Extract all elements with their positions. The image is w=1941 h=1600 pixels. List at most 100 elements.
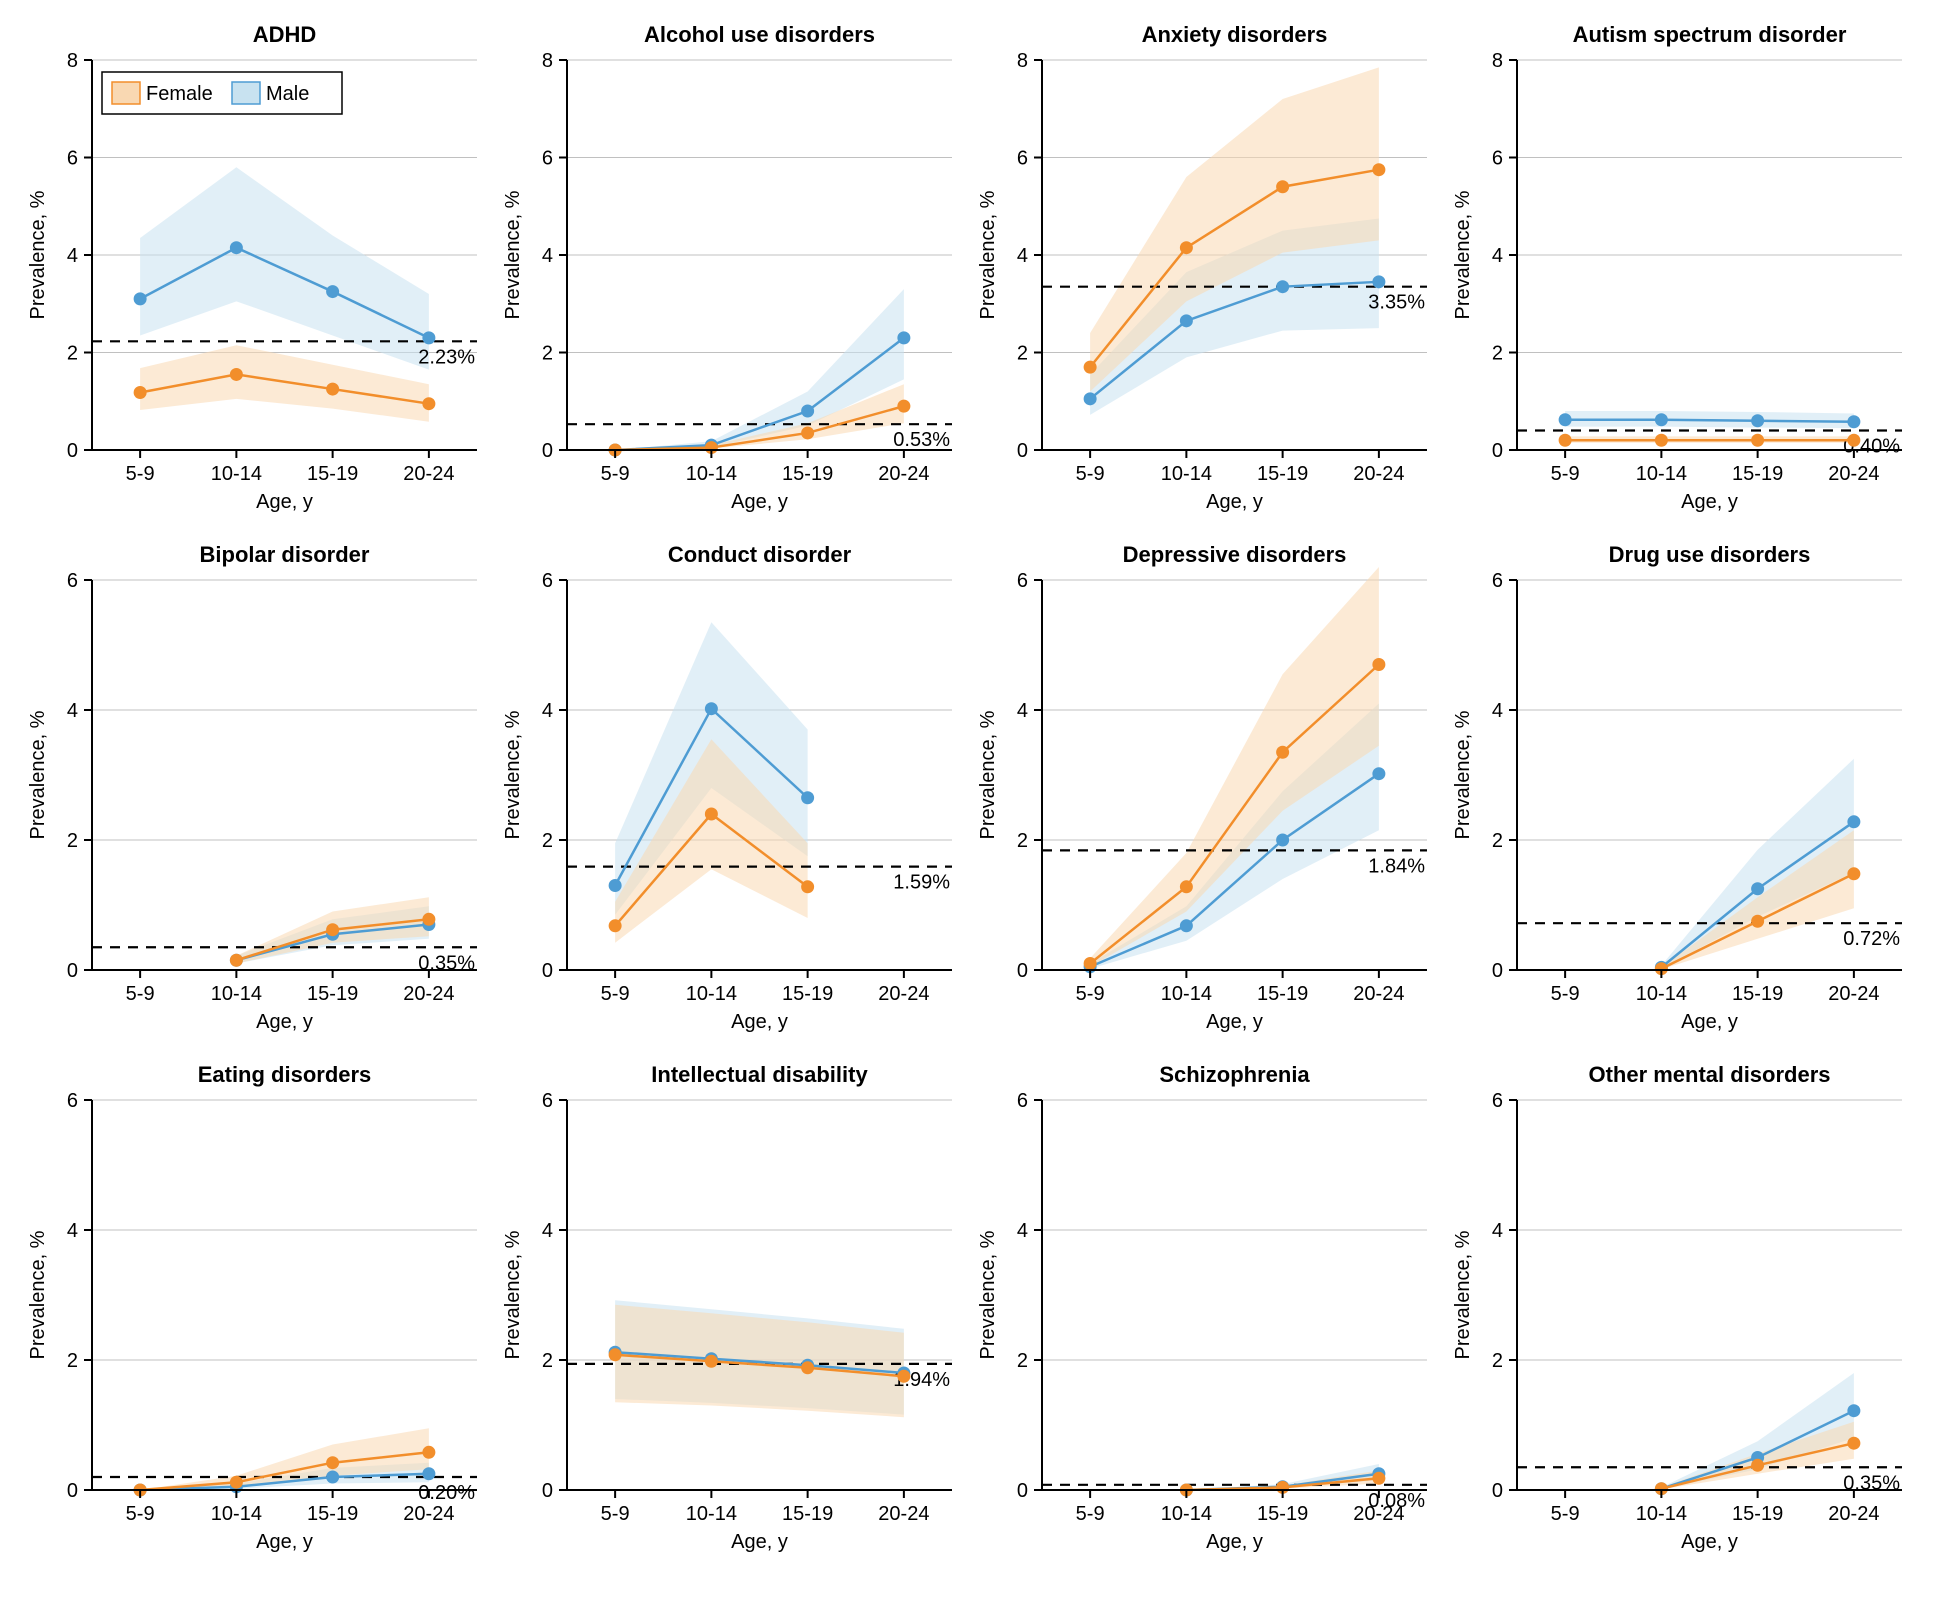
male-marker: [705, 702, 718, 715]
male-marker: [1751, 414, 1764, 427]
x-tick-label: 20-24: [1353, 463, 1404, 485]
y-tick-label: 4: [1492, 1220, 1503, 1242]
x-tick-label: 20-24: [1828, 1503, 1879, 1525]
x-tick-label: 10-14: [1161, 463, 1212, 485]
x-tick-label: 10-14: [1636, 1503, 1687, 1525]
x-axis-label: Age, y: [731, 1011, 788, 1033]
x-axis-label: Age, y: [256, 491, 313, 513]
male-marker: [897, 331, 910, 344]
panel-title: Depressive disorders: [1123, 542, 1347, 567]
x-tick-label: 5-9: [1076, 983, 1105, 1005]
panel-svg: Eating disorders02460.20%5-910-1415-1920…: [20, 1060, 495, 1580]
female-marker: [326, 383, 339, 396]
male-marker: [609, 879, 622, 892]
y-tick-label: 2: [67, 1350, 78, 1372]
panel-svg: Alcohol use disorders024680.53%5-910-141…: [495, 20, 970, 540]
female-marker: [1180, 880, 1193, 893]
y-axis-label: Prevalence, %: [977, 710, 999, 839]
x-tick-label: 15-19: [307, 463, 358, 485]
reference-label: 3.35%: [1368, 292, 1425, 314]
y-tick-label: 6: [67, 570, 78, 592]
panel-svg: Drug use disorders02460.72%5-910-1415-19…: [1445, 540, 1920, 1060]
panel-title: Eating disorders: [198, 1062, 372, 1087]
female-marker: [326, 923, 339, 936]
y-tick-label: 6: [1017, 148, 1028, 170]
panel-title: Other mental disorders: [1588, 1062, 1830, 1087]
x-tick-label: 15-19: [782, 463, 833, 485]
male-marker: [1847, 415, 1860, 428]
female-marker: [1751, 434, 1764, 447]
male-marker: [1276, 280, 1289, 293]
female-marker: [230, 954, 243, 967]
female-marker: [897, 1370, 910, 1383]
reference-label: 0.20%: [418, 1482, 475, 1504]
female-marker: [1372, 658, 1385, 671]
panel-title: Intellectual disability: [651, 1062, 868, 1087]
chart-panel: Alcohol use disorders024680.53%5-910-141…: [495, 20, 970, 540]
y-tick-label: 2: [1017, 830, 1028, 852]
female-marker: [897, 400, 910, 413]
x-tick-label: 15-19: [1732, 983, 1783, 1005]
x-axis-label: Age, y: [1681, 491, 1738, 513]
y-tick-label: 6: [542, 148, 553, 170]
x-tick-label: 15-19: [782, 1503, 833, 1525]
y-tick-label: 6: [1492, 148, 1503, 170]
female-marker: [1751, 1459, 1764, 1472]
legend-swatch-male: [232, 82, 260, 104]
panel-svg: Conduct disorder02461.59%5-910-1415-1920…: [495, 540, 970, 1060]
female-marker: [1847, 434, 1860, 447]
chart-panel: Intellectual disability02461.94%5-910-14…: [495, 1060, 970, 1580]
chart-panel: Bipolar disorder02460.35%5-910-1415-1920…: [20, 540, 495, 1060]
x-tick-label: 10-14: [1161, 983, 1212, 1005]
panel-svg: Anxiety disorders024683.35%5-910-1415-19…: [970, 20, 1445, 540]
female-marker: [230, 368, 243, 381]
x-tick-label: 5-9: [126, 1503, 155, 1525]
x-tick-label: 15-19: [782, 983, 833, 1005]
female-marker: [134, 386, 147, 399]
x-tick-label: 10-14: [686, 463, 737, 485]
x-tick-label: 5-9: [601, 983, 630, 1005]
y-tick-label: 6: [542, 570, 553, 592]
x-tick-label: 20-24: [1828, 983, 1879, 1005]
chart-panel: ADHD024682.23%5-910-1415-1920-24Age, yPr…: [20, 20, 495, 540]
y-tick-label: 8: [67, 50, 78, 72]
y-tick-label: 2: [542, 830, 553, 852]
y-tick-label: 4: [67, 245, 78, 267]
y-axis-label: Prevalence, %: [1452, 710, 1474, 839]
y-tick-label: 0: [1017, 960, 1028, 982]
male-marker: [422, 1467, 435, 1480]
panel-title: Drug use disorders: [1609, 542, 1811, 567]
female-marker: [1180, 241, 1193, 254]
y-tick-label: 4: [67, 700, 78, 722]
y-axis-label: Prevalence, %: [502, 1230, 524, 1359]
y-tick-label: 6: [67, 1090, 78, 1112]
x-tick-label: 20-24: [403, 463, 454, 485]
female-marker: [705, 1355, 718, 1368]
y-tick-label: 6: [1492, 1090, 1503, 1112]
x-axis-label: Age, y: [1206, 1531, 1263, 1553]
y-tick-label: 4: [1017, 700, 1028, 722]
female-marker: [609, 1348, 622, 1361]
male-marker: [1180, 314, 1193, 327]
y-tick-label: 4: [1492, 700, 1503, 722]
y-tick-label: 0: [1017, 1480, 1028, 1502]
panel-title: Anxiety disorders: [1142, 22, 1328, 47]
x-tick-label: 15-19: [1257, 983, 1308, 1005]
male-marker: [422, 331, 435, 344]
x-axis-label: Age, y: [256, 1011, 313, 1033]
y-tick-label: 2: [542, 1350, 553, 1372]
x-tick-label: 20-24: [1353, 1503, 1404, 1525]
x-axis-label: Age, y: [731, 491, 788, 513]
chart-panel: Conduct disorder02461.59%5-910-1415-1920…: [495, 540, 970, 1060]
y-tick-label: 4: [1017, 1220, 1028, 1242]
male-marker: [1751, 882, 1764, 895]
y-tick-label: 6: [1017, 1090, 1028, 1112]
y-tick-label: 2: [1017, 343, 1028, 365]
x-tick-label: 20-24: [403, 983, 454, 1005]
x-tick-label: 10-14: [1636, 463, 1687, 485]
female-marker: [1084, 361, 1097, 374]
y-tick-label: 2: [542, 343, 553, 365]
chart-grid: ADHD024682.23%5-910-1415-1920-24Age, yPr…: [20, 20, 1920, 1580]
y-axis-label: Prevalence, %: [977, 1230, 999, 1359]
legend-swatch-female: [112, 82, 140, 104]
